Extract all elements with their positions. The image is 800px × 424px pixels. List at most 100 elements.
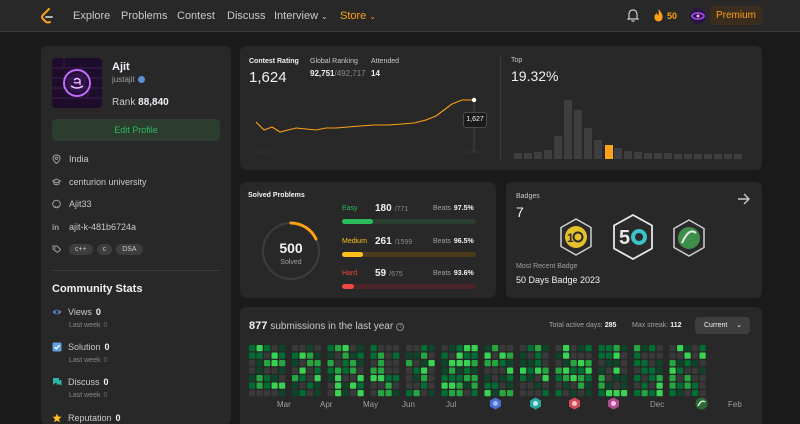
heatmap-cell[interactable] (535, 367, 542, 374)
heatmap-cell[interactable] (421, 367, 428, 374)
heatmap-cell[interactable] (699, 390, 706, 397)
heatmap-cell[interactable] (507, 352, 514, 359)
heatmap-cell[interactable] (606, 352, 613, 359)
submission-heatmap[interactable] (249, 345, 754, 397)
heatmap-cell[interactable] (699, 367, 706, 374)
heatmap-cell[interactable] (428, 382, 435, 389)
heatmap-cell[interactable] (527, 360, 534, 367)
heatmap-cell[interactable] (335, 390, 342, 397)
heatmap-cell[interactable] (499, 352, 506, 359)
heatmap-cell[interactable] (499, 345, 506, 352)
heatmap-cell[interactable] (563, 352, 570, 359)
heatmap-cell[interactable] (555, 345, 562, 352)
heatmap-cell[interactable] (649, 367, 656, 374)
heatmap-cell[interactable] (507, 367, 514, 374)
heatmap-cell[interactable] (520, 382, 527, 389)
linkedin-link[interactable]: ajit-k-481b6724a (69, 222, 137, 232)
heatmap-cell[interactable] (428, 352, 435, 359)
heatmap-cell[interactable] (406, 367, 413, 374)
badge-100-days-icon[interactable]: 1 (559, 218, 593, 256)
heatmap-cell[interactable] (634, 382, 641, 389)
heatmap-cell[interactable] (342, 367, 349, 374)
heatmap-cell[interactable] (249, 345, 256, 352)
heatmap-cell[interactable] (292, 382, 299, 389)
heatmap-cell[interactable] (335, 367, 342, 374)
heatmap-cell[interactable] (428, 390, 435, 397)
heatmap-cell[interactable] (669, 390, 676, 397)
heatmap-cell[interactable] (699, 382, 706, 389)
nav-explore[interactable]: Explore (73, 10, 111, 22)
heatmap-cell[interactable] (335, 352, 342, 359)
heatmap-cell[interactable] (342, 352, 349, 359)
heatmap-cell[interactable] (492, 367, 499, 374)
heatmap-cell[interactable] (307, 375, 314, 382)
heatmap-cell[interactable] (585, 360, 592, 367)
heatmap-cell[interactable] (256, 360, 263, 367)
heatmap-cell[interactable] (542, 367, 549, 374)
heatmap-cell[interactable] (335, 360, 342, 367)
rating-line-chart[interactable]: 2023 2024 (254, 92, 494, 162)
heatmap-cell[interactable] (464, 375, 471, 382)
heatmap-cell[interactable] (350, 375, 357, 382)
heatmap-cell[interactable] (699, 375, 706, 382)
github-row[interactable]: Ajit33 (52, 197, 92, 211)
heatmap-cell[interactable] (492, 390, 499, 397)
heatmap-cell[interactable] (406, 390, 413, 397)
github-link[interactable]: Ajit33 (69, 199, 92, 209)
heatmap-cell[interactable] (677, 382, 684, 389)
skill-tag[interactable]: c (96, 243, 113, 255)
heatmap-cell[interactable] (256, 367, 263, 374)
heatmap-cell[interactable] (492, 345, 499, 352)
heatmap-cell[interactable] (378, 352, 385, 359)
heatmap-cell[interactable] (656, 352, 663, 359)
heatmap-cell[interactable] (484, 367, 491, 374)
heatmap-cell[interactable] (342, 360, 349, 367)
monthly-badge-icon[interactable] (695, 397, 708, 410)
heatmap-cell[interactable] (570, 352, 577, 359)
heatmap-cell[interactable] (279, 390, 286, 397)
heatmap-cell[interactable] (563, 345, 570, 352)
heatmap-cell[interactable] (613, 375, 620, 382)
heatmap-cell[interactable] (677, 367, 684, 374)
heatmap-cell[interactable] (279, 382, 286, 389)
heatmap-cell[interactable] (428, 345, 435, 352)
heatmap-cell[interactable] (370, 375, 377, 382)
avatar[interactable] (690, 8, 706, 24)
heatmap-cell[interactable] (684, 367, 691, 374)
heatmap-cell[interactable] (449, 382, 456, 389)
heatmap-cell[interactable] (271, 375, 278, 382)
heatmap-cell[interactable] (428, 367, 435, 374)
badge-jan-icon[interactable] (672, 219, 706, 257)
heatmap-cell[interactable] (370, 352, 377, 359)
heatmap-cell[interactable] (684, 345, 691, 352)
heatmap-cell[interactable] (385, 390, 392, 397)
heatmap-cell[interactable] (378, 382, 385, 389)
heatmap-cell[interactable] (357, 367, 364, 374)
heatmap-cell[interactable] (370, 390, 377, 397)
heatmap-cell[interactable] (307, 345, 314, 352)
heatmap-cell[interactable] (299, 390, 306, 397)
heatmap-cell[interactable] (449, 352, 456, 359)
heatmap-cell[interactable] (279, 352, 286, 359)
heatmap-cell[interactable] (535, 360, 542, 367)
heatmap-cell[interactable] (370, 360, 377, 367)
heatmap-cell[interactable] (264, 375, 271, 382)
heatmap-cell[interactable] (378, 345, 385, 352)
nav-problems[interactable]: Problems (121, 10, 168, 22)
heatmap-cell[interactable] (656, 390, 663, 397)
heatmap-cell[interactable] (634, 352, 641, 359)
heatmap-cell[interactable] (456, 367, 463, 374)
heatmap-cell[interactable] (385, 382, 392, 389)
heatmap-cell[interactable] (641, 345, 648, 352)
arrow-right-icon[interactable] (737, 192, 751, 206)
heatmap-cell[interactable] (634, 360, 641, 367)
heatmap-cell[interactable] (598, 345, 605, 352)
heatmap-cell[interactable] (542, 382, 549, 389)
heatmap-cell[interactable] (357, 375, 364, 382)
heatmap-cell[interactable] (335, 375, 342, 382)
heatmap-cell[interactable] (449, 360, 456, 367)
heatmap-cell[interactable] (606, 345, 613, 352)
heatmap-cell[interactable] (641, 360, 648, 367)
heatmap-cell[interactable] (507, 390, 514, 397)
heatmap-cell[interactable] (378, 375, 385, 382)
